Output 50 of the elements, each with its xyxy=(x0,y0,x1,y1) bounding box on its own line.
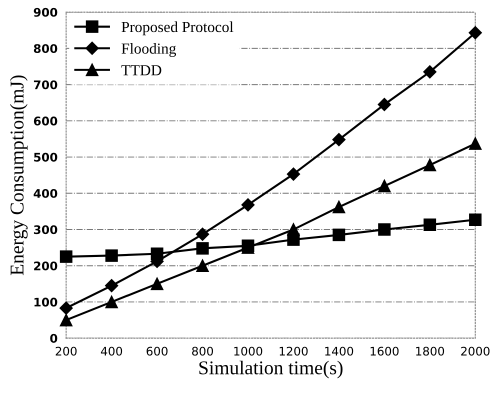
point xyxy=(60,302,73,315)
x-tick-label: 200 xyxy=(56,346,77,356)
point xyxy=(196,228,210,241)
point xyxy=(105,249,118,262)
y-tick-label: 900 xyxy=(34,8,58,17)
point xyxy=(287,223,300,236)
y-tick-label: 100 xyxy=(34,298,58,307)
y-axis-title: Energy Consumption(mJ) xyxy=(10,75,28,276)
point xyxy=(378,98,391,112)
y-tick-label: 800 xyxy=(34,44,58,54)
legend-label: Flooding xyxy=(122,42,176,57)
x-tick-label: 1800 xyxy=(416,346,444,356)
y-tick-label: 300 xyxy=(34,225,58,234)
point xyxy=(423,65,436,79)
point xyxy=(332,133,346,146)
x-tick-label: 1000 xyxy=(234,346,262,356)
y-tick-label: 200 xyxy=(34,261,58,270)
point xyxy=(241,198,255,212)
y-tick-label: 600 xyxy=(34,116,58,126)
point xyxy=(378,180,391,192)
y-tick-label: 700 xyxy=(34,80,58,90)
point xyxy=(196,259,209,272)
point xyxy=(468,26,482,40)
x-tick-label: 800 xyxy=(192,346,214,356)
y-tick-label: 0 xyxy=(50,334,58,343)
point xyxy=(332,200,346,214)
legend-label: TTDD xyxy=(121,65,162,76)
point xyxy=(469,137,482,150)
point xyxy=(150,278,164,290)
x-tick-label: 1600 xyxy=(370,346,399,356)
point xyxy=(60,250,72,263)
x-tick-label: 1400 xyxy=(325,346,354,356)
point xyxy=(286,167,300,181)
x-tick-label: 1200 xyxy=(280,346,308,356)
x-tick-label: 400 xyxy=(100,346,122,356)
x-axis-title: Simulation time(s) xyxy=(199,360,343,378)
y-tick-label: 500 xyxy=(34,152,58,162)
point xyxy=(332,228,346,242)
y-tick-label: 400 xyxy=(34,189,58,198)
point xyxy=(378,223,391,236)
x-tick-label: 2000 xyxy=(461,346,490,356)
point xyxy=(424,218,436,232)
point xyxy=(105,296,118,308)
x-tick-label: 600 xyxy=(146,346,168,356)
point xyxy=(196,242,209,255)
legend-label: Proposed Protocol xyxy=(122,21,234,36)
point xyxy=(105,279,118,292)
point xyxy=(424,158,436,172)
point xyxy=(60,314,72,326)
point xyxy=(469,213,482,226)
